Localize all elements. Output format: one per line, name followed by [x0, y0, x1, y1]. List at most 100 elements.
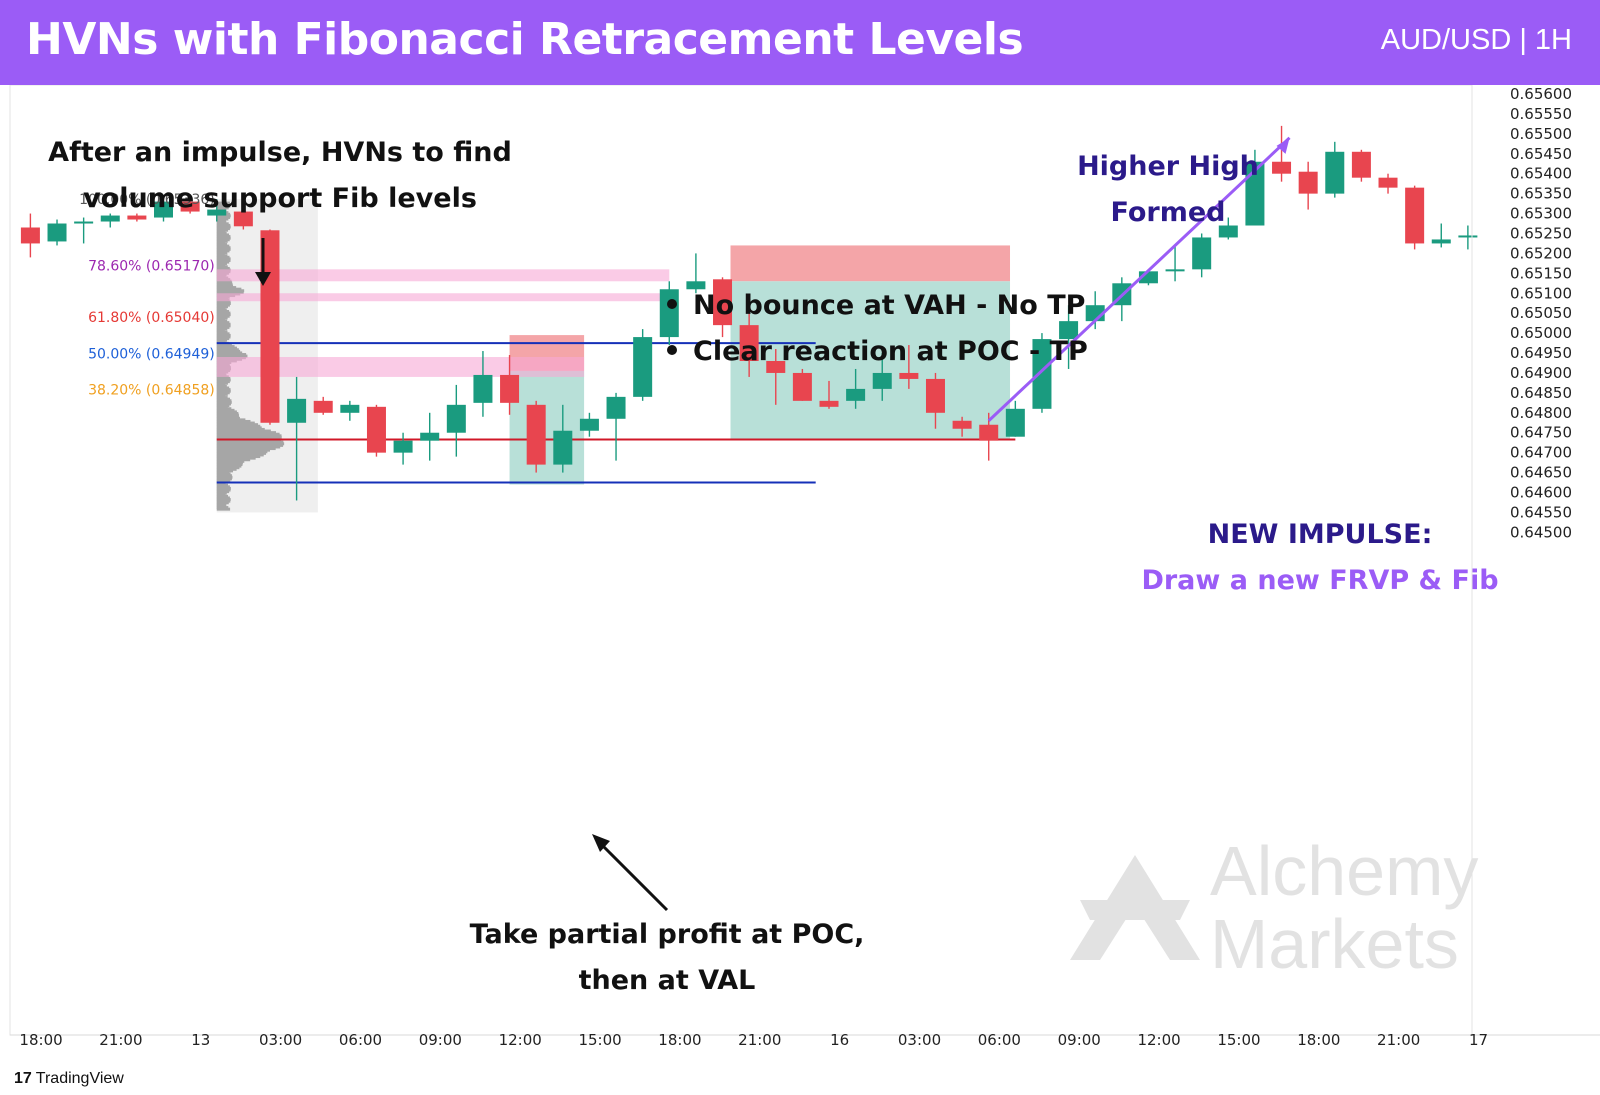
candle [47, 223, 67, 242]
candle [366, 406, 386, 453]
volume-bar [216, 239, 228, 243]
volume-bar [216, 223, 231, 227]
candle [952, 420, 972, 429]
candle [1272, 161, 1292, 174]
y-tick-label: 0.65500 [1510, 125, 1572, 143]
candle [553, 430, 573, 465]
volume-bar [216, 203, 231, 207]
candle [100, 215, 120, 222]
candle [500, 374, 520, 403]
watermark-logo-icon [1070, 855, 1200, 960]
x-tick-label: 18:00 [1297, 1031, 1340, 1049]
bullet-icon [667, 345, 677, 355]
volume-bar [216, 405, 228, 409]
volume-bar [216, 464, 242, 468]
candle [819, 400, 839, 407]
pointer-arrow-head-icon [592, 834, 610, 852]
volume-bar [216, 496, 230, 500]
candle [1431, 239, 1451, 244]
volume-bar [216, 396, 228, 400]
volume-bar [216, 332, 230, 336]
volume-bar [216, 445, 281, 449]
volume-bar [216, 335, 231, 339]
x-tick-label: 09:00 [419, 1031, 462, 1049]
volume-bar [216, 215, 231, 219]
volume-bar [216, 412, 239, 416]
volume-bar [216, 287, 242, 291]
candle [526, 404, 546, 465]
volume-bar [216, 251, 228, 255]
candle [1351, 151, 1371, 178]
volume-bar [216, 238, 230, 242]
candle [1405, 187, 1425, 244]
y-tick-label: 0.64550 [1510, 503, 1572, 521]
volume-bar [216, 443, 284, 447]
candle [420, 432, 440, 441]
target-zone-2 [730, 281, 1011, 439]
volume-bar [216, 391, 230, 395]
volume-bar [216, 431, 276, 435]
volume-bar [216, 308, 227, 312]
volume-bar [216, 319, 228, 323]
x-tick-label: 03:00 [898, 1031, 941, 1049]
stop-zone-2 [730, 245, 1011, 282]
volume-bar [216, 337, 230, 341]
y-tick-label: 0.65150 [1510, 264, 1572, 282]
axes: 0.65600 0.65550 0.65500 0.65450 0.65400 0.653… [9, 85, 1600, 1049]
candle [1245, 161, 1265, 226]
volume-bar [216, 453, 264, 457]
volume-bar [216, 491, 227, 495]
annotation-take-profit: Take partial profit at POC, [470, 919, 865, 950]
volume-bar [216, 429, 271, 433]
volume-bar [216, 490, 230, 494]
volume-bar [216, 434, 282, 438]
hvn-bands [216, 269, 670, 377]
volume-bar [216, 225, 231, 229]
volume-bar [216, 260, 230, 264]
annotations: 100.00% (0.65336) 78.60% (0.65170) 61.80% … [48, 137, 1498, 996]
volume-bar [216, 327, 228, 331]
volume-bar [216, 483, 229, 487]
volume-bar [216, 262, 227, 266]
annotation-higher-high: Higher High [1077, 151, 1259, 182]
y-tick-label: 0.64850 [1510, 384, 1572, 402]
down-arrow-head-icon [255, 272, 271, 286]
volume-bar [216, 389, 231, 393]
symbol-timeframe: AUD/USD | 1H [1380, 24, 1572, 56]
volume-bar [216, 380, 230, 384]
fib-label: 100.00% (0.65336) [79, 192, 215, 208]
x-tick-label: 06:00 [339, 1031, 382, 1049]
candle [233, 211, 253, 227]
volume-bar [216, 477, 232, 481]
volume-bar [216, 455, 261, 459]
volume-bar [216, 289, 245, 293]
volume-bar [216, 423, 259, 427]
volume-bar [216, 413, 239, 417]
volume-bar [216, 506, 229, 510]
x-tick-label: 15:00 [1217, 1031, 1260, 1049]
volume-bar [216, 502, 227, 506]
volume-bar [216, 400, 232, 404]
target-zone-1 [509, 370, 585, 485]
volume-bar [216, 447, 276, 451]
volume-bar [216, 426, 262, 430]
volume-bar [216, 418, 246, 422]
candle [1192, 237, 1212, 270]
volume-bar [216, 421, 255, 425]
volume-bar [216, 329, 225, 333]
volume-bar [216, 383, 226, 387]
volume-bar [216, 330, 228, 334]
volume-bar [216, 504, 226, 508]
hvn-band [216, 357, 585, 377]
volume-bar [216, 255, 230, 259]
volume-bar [216, 317, 226, 321]
volume-bar [216, 257, 231, 261]
volume-bar [216, 306, 226, 310]
volume-bar [216, 204, 231, 208]
x-tick-label: 18:00 [658, 1031, 701, 1049]
volume-bar [216, 254, 228, 258]
annotation-higher-high: Formed [1111, 197, 1226, 228]
volume-bar [216, 397, 230, 401]
y-tick-label: 0.64650 [1510, 464, 1572, 482]
